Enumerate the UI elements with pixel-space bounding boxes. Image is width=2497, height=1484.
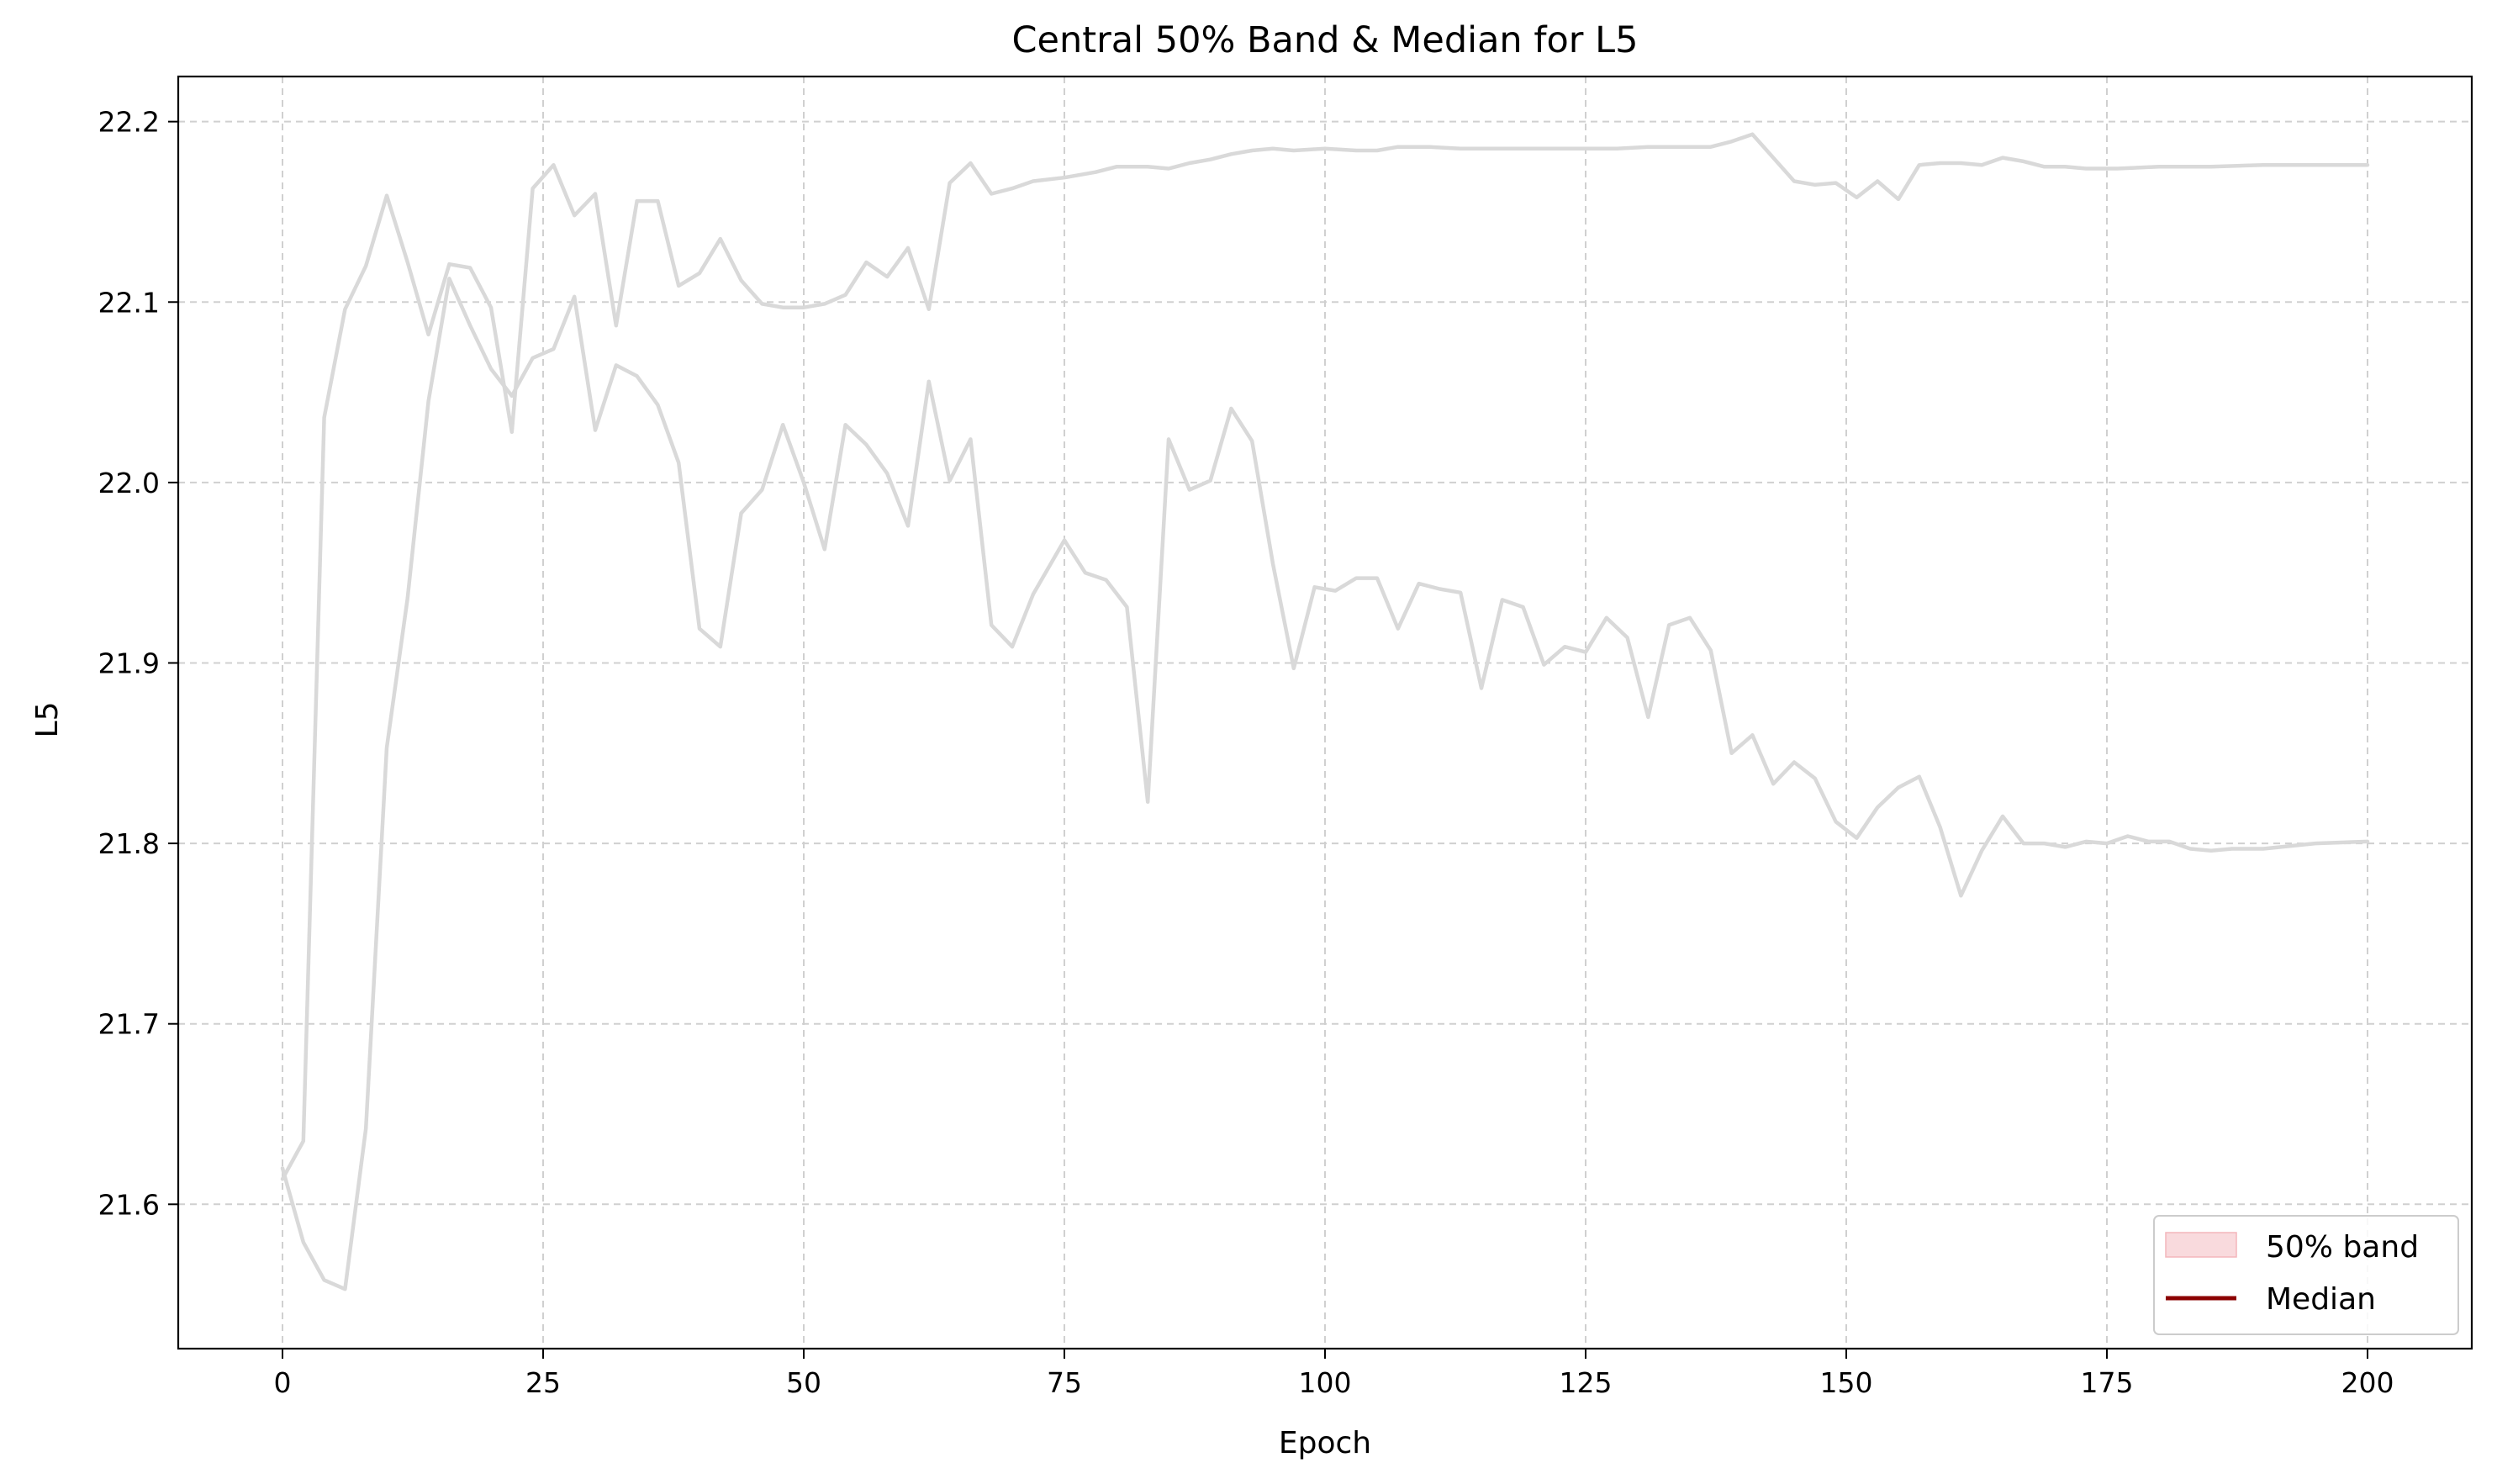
series-band-upper-line	[280, 132, 2370, 1181]
chart-title: Central 50% Band & Median for L5	[1012, 19, 1639, 61]
y-tick-label: 21.7	[98, 1008, 160, 1041]
x-tick-label: 150	[1820, 1366, 1873, 1399]
x-axis-label: Epoch	[1279, 1426, 1371, 1460]
y-tick-label: 21.9	[98, 647, 160, 679]
x-tick-label: 125	[1560, 1366, 1613, 1399]
y-tick-label: 21.8	[98, 827, 160, 860]
y-axis-label: L5	[30, 702, 65, 738]
legend-band-swatch	[2165, 1232, 2237, 1258]
y-tick-label: 22.2	[98, 106, 160, 139]
legend-median-label: Median	[2266, 1282, 2376, 1317]
x-tick-label: 75	[1047, 1366, 1082, 1399]
y-tick-label: 22.1	[98, 286, 160, 319]
series-band-lower-line	[280, 277, 2370, 1291]
legend-band-label: 50% band	[2266, 1230, 2419, 1265]
grid	[178, 77, 2472, 1349]
x-tick-label: 0	[274, 1366, 292, 1399]
x-tick-label: 100	[1299, 1366, 1352, 1399]
y-axis-ticks: 21.6 21.7 21.8 21.9 22.0 22.1 22.2	[98, 106, 178, 1221]
legend: 50% band Median	[2153, 1215, 2459, 1335]
series-lines	[280, 132, 2370, 1291]
y-tick-label: 22.0	[98, 467, 160, 499]
x-axis-ticks: 0 25 50 75 100 125 150 175 200	[274, 1349, 2394, 1399]
x-tick-label: 175	[2081, 1366, 2134, 1399]
y-tick-label: 21.6	[98, 1188, 160, 1221]
x-tick-label: 200	[2341, 1366, 2394, 1399]
x-tick-label: 25	[525, 1366, 561, 1399]
x-tick-label: 50	[786, 1366, 821, 1399]
